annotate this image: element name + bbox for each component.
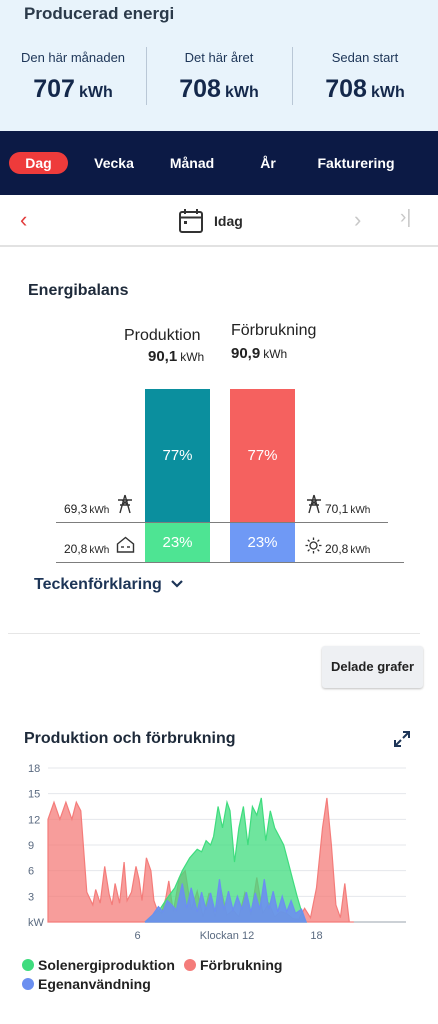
y-tick-label: 18 — [28, 763, 40, 775]
energy-balance-title: Energibalans — [28, 282, 129, 299]
stat-since-start-label: Sedan start — [331, 50, 399, 65]
calendar-icon[interactable] — [178, 208, 204, 234]
stat-year-label: Det här året — [184, 50, 254, 65]
x-tick-label: 6 — [134, 930, 140, 942]
x-tick-label: 18 — [310, 930, 322, 942]
previous-day-button[interactable]: ‹ — [20, 207, 28, 232]
selected-date-label[interactable]: Idag — [214, 213, 243, 229]
tab-vecka[interactable]: Vecka — [94, 155, 134, 171]
consumption-self-bar: 23% — [230, 522, 295, 562]
balance-baseline — [56, 562, 404, 563]
date-navigation: ‹ Idag › ›| — [0, 195, 438, 247]
stat-year-value: 708 kWh — [179, 75, 259, 103]
x-tick-label: Klockan 12 — [200, 930, 254, 942]
production-self-bar: 23% — [145, 522, 210, 562]
tab-fakturering[interactable]: Fakturering — [317, 155, 395, 171]
consumption-grid-bar: 77% — [230, 389, 295, 523]
y-tick-label: 9 — [28, 840, 34, 852]
right-grid-value: 70,1 kWh — [325, 502, 371, 516]
right-solar-value: 20,8 kWh — [325, 542, 371, 556]
power-tower-icon — [118, 494, 132, 514]
consumption-label: Förbrukning — [231, 322, 317, 339]
section-separator — [8, 633, 420, 634]
tab-dag[interactable]: Dag — [9, 152, 68, 174]
stat-month-value: 707 kWh — [33, 75, 113, 103]
period-tabbar: Dag Vecka Månad År Fakturering — [0, 131, 438, 195]
stat-month: Den här månaden 707 kWh — [0, 50, 146, 104]
stat-divider — [292, 47, 293, 105]
legend-item-consumption: Förbrukning — [184, 957, 282, 973]
next-day-button[interactable]: › — [354, 207, 362, 232]
y-tick-label: kW — [28, 917, 45, 929]
balance-divider — [56, 522, 388, 523]
production-consumption-chart: kW 3 6 9 12 15 18 6 Klockan 12 18 — [28, 763, 406, 942]
tab-ar[interactable]: År — [260, 155, 276, 171]
stat-since-start-value: 708 kWh — [325, 75, 405, 103]
production-value: 90,1 kWh — [148, 348, 205, 365]
left-house-value: 20,8 kWh — [64, 542, 110, 556]
legend-toggle[interactable]: Teckenförklaring — [34, 576, 184, 594]
last-day-button[interactable]: ›| — [400, 207, 412, 228]
production-grid-bar: 77% — [145, 389, 210, 523]
chevron-down-icon — [171, 580, 183, 588]
legend-dot-self-use — [22, 978, 34, 990]
legend-item-solar: Solenergiproduktion — [22, 957, 175, 973]
self-use-area — [144, 879, 307, 923]
consumption-value: 90,9 kWh — [231, 345, 288, 362]
energy-summary: Producerad energi Den här månaden 707 kWh… — [0, 0, 438, 131]
stat-year: Det här året 708 kWh — [146, 50, 292, 104]
legend-dot-consumption — [184, 959, 196, 971]
chart-title: Produktion och förbrukning — [24, 730, 236, 747]
legend-dot-solar — [22, 959, 34, 971]
stat-month-label: Den här månaden — [20, 50, 126, 65]
y-tick-label: 15 — [28, 789, 40, 801]
y-tick-label: 6 — [28, 866, 34, 878]
stat-since-start: Sedan start 708 kWh — [292, 50, 438, 104]
house-icon — [116, 536, 135, 553]
power-tower-icon — [307, 494, 321, 514]
summary-title: Producerad energi — [24, 4, 175, 23]
shared-graphs-button[interactable]: Delade grafer — [322, 646, 423, 688]
tab-manad[interactable]: Månad — [169, 155, 215, 171]
expand-icon[interactable] — [393, 730, 411, 748]
left-grid-value: 69,3 kWh — [64, 502, 110, 516]
y-tick-label: 3 — [28, 891, 34, 903]
y-tick-label: 12 — [28, 814, 40, 826]
stat-divider — [146, 47, 147, 105]
sun-icon — [305, 537, 322, 554]
production-label: Produktion — [124, 327, 201, 344]
legend-item-self-use: Egenanvändning — [22, 976, 151, 992]
